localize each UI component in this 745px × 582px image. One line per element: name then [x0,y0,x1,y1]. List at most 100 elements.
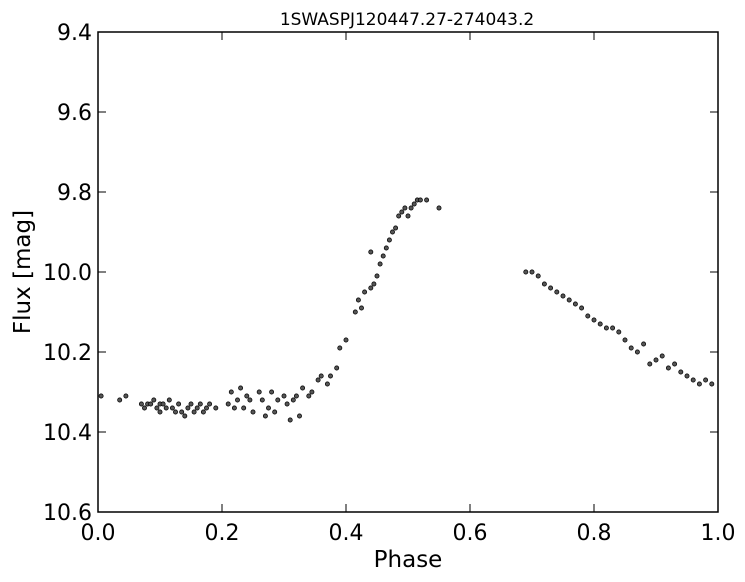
data-point [402,205,408,211]
data-point [297,413,302,419]
data-point [334,365,340,371]
data-point [362,289,368,295]
data-point [690,377,696,383]
x-tick-label: 1.0 [701,521,736,546]
data-point [138,401,144,407]
data-point [579,305,585,311]
data-point [337,345,343,351]
data-point [281,393,287,399]
data-point [117,397,123,403]
data-point [659,353,665,359]
y-axis-label: Flux [mag] [10,210,36,334]
data-point [678,369,684,375]
data-point [287,417,293,423]
data-point [585,313,591,319]
data-point [359,305,364,311]
data-point [352,309,358,315]
data-point [272,409,278,415]
data-point [386,237,392,243]
y-tick-label: 9.6 [57,101,92,126]
data-point [231,405,237,411]
data-point [408,205,414,211]
data-point [256,389,262,395]
data-point [566,297,572,303]
y-tick-label: 10.2 [43,341,92,366]
data-point [355,297,361,303]
data-point [160,401,166,407]
data-point [182,413,188,419]
data-point [383,245,389,251]
data-point [417,197,423,203]
data-point [142,405,147,411]
data-point [309,389,315,395]
data-point [709,381,715,387]
data-point [343,337,349,343]
data-point [244,393,250,399]
chart-title: 1SWASPJ120447.27-274043.2 [280,10,534,30]
data-point [610,325,616,331]
data-point [173,409,178,415]
data-point [148,401,154,407]
data-point [300,385,306,391]
data-point [535,273,541,279]
data-point [628,345,634,351]
data-point [185,405,191,411]
data-point [293,393,299,399]
data-point [235,397,240,403]
data-point [377,261,383,267]
data-point [250,409,256,415]
data-point [207,401,213,407]
data-point [154,405,160,411]
data-point [641,341,647,347]
data-point [151,397,157,403]
data-point [560,293,566,299]
data-point [696,381,702,387]
data-points [98,197,715,423]
data-point [393,225,399,231]
data-point [179,409,185,415]
data-point [163,405,169,411]
data-point [324,381,330,387]
x-tick-label: 0.0 [81,521,116,546]
data-point [653,357,659,363]
data-point [436,205,442,211]
data-point [591,317,597,323]
data-point [188,401,194,407]
data-point [396,213,402,219]
data-point [315,377,321,383]
data-point [266,405,271,411]
data-point [318,373,324,379]
data-point [191,409,197,415]
plot-area-frame [97,31,719,513]
data-point [684,373,690,379]
data-point [411,201,417,207]
data-point [247,397,253,403]
x-tick-label: 0.8 [577,521,612,546]
data-point [200,409,206,415]
data-point [603,325,609,331]
data-point [166,397,172,403]
data-point [225,401,231,407]
data-point [238,385,244,391]
data-point [204,405,209,411]
data-point [328,373,333,379]
axis-ticks: 0.0 0.2 0.4 0.6 0.8 1.0 9.4 9.6 9.8 10.0 10.2 10.4 1… [43,21,735,546]
data-point [523,269,529,275]
data-point [213,405,219,411]
data-point [197,401,203,407]
data-point [371,281,377,287]
data-point [176,401,182,407]
x-axis-label: Phase [374,547,443,573]
data-point [529,269,535,275]
data-point [98,393,104,399]
data-point [157,409,163,415]
y-tick-label: 9.8 [57,181,92,206]
data-point [284,401,290,407]
y-tick-label: 10.0 [43,261,92,286]
data-point [597,321,603,327]
data-point [275,397,281,403]
data-point [306,393,312,399]
x-tick-label: 0.2 [205,521,240,546]
data-point [548,285,554,291]
